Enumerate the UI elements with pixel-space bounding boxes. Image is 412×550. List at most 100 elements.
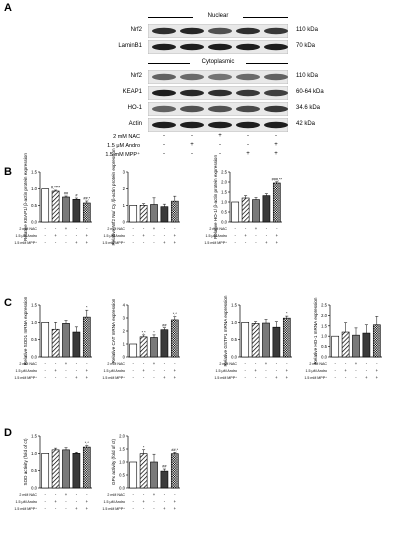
bar — [252, 199, 260, 223]
y-tick-label: 2.0 — [119, 434, 125, 439]
condition-sign: - — [44, 499, 46, 504]
condition-sign: - — [163, 142, 165, 148]
condition-sign: - — [76, 233, 78, 238]
blot-band — [208, 73, 232, 81]
bar — [170, 319, 179, 358]
blot-band — [152, 89, 176, 97]
blot-band — [180, 105, 204, 113]
blot-size-label: 60-64 kDa — [296, 89, 324, 95]
condition-label: 1.5 μM Andro — [104, 234, 125, 238]
condition-sign: + — [246, 151, 250, 157]
y-tick-label: 2.5 — [321, 303, 327, 308]
y-tick-label: 1.0 — [119, 460, 125, 465]
bar — [362, 332, 371, 358]
y-tick-label: 0.0 — [221, 220, 227, 225]
blot-protein-label: Nrf2 — [130, 27, 142, 33]
y-tick-label: 0.0 — [31, 220, 37, 225]
condition-sign: + — [276, 240, 279, 245]
y-axis-label: Relative SOD1 mRNA expression — [23, 296, 28, 365]
condition-sign: + — [174, 375, 177, 380]
condition-label: 1.5 μM Andro — [16, 234, 37, 238]
bar — [129, 205, 138, 223]
condition-sign: - — [265, 368, 267, 373]
condition-sign: - — [244, 368, 246, 373]
y-tick-label: 0.5 — [321, 344, 327, 349]
condition-sign: + — [153, 361, 156, 366]
y-tick-label: 0.0 — [119, 486, 125, 491]
bar — [129, 343, 138, 358]
condition-sign: - — [366, 368, 368, 373]
condition-sign: - — [245, 240, 247, 245]
condition-sign: - — [44, 233, 46, 238]
blot-strip — [148, 70, 288, 84]
bar — [352, 334, 360, 358]
condition-sign: - — [334, 361, 336, 366]
condition-sign: - — [132, 240, 134, 245]
condition-label: 2 mM NAC — [309, 362, 327, 366]
condition-sign: - — [247, 142, 249, 148]
condition-sign: - — [164, 226, 166, 231]
condition-sign: - — [163, 151, 165, 157]
bar-chart: 0 1 2 3 Relative Nrf2 Nu/ Cy /β-actin protei… — [102, 148, 180, 246]
bar — [241, 322, 250, 358]
condition-sign: - — [86, 226, 88, 231]
y-axis-label: Relative Nrf2 Nu/ Cy /β-actin protein ex… — [111, 148, 116, 246]
nuclear-header-text: Nuclear — [193, 13, 243, 19]
bar — [150, 461, 158, 489]
condition-sign: - — [143, 492, 145, 497]
bar — [82, 446, 91, 489]
blot-band — [152, 121, 176, 129]
condition-sign: + — [376, 375, 379, 380]
y-tick-label: 1.0 — [31, 451, 37, 456]
blot-strip — [148, 24, 288, 38]
condition-label: 1.5 mM MPP⁺ — [204, 241, 227, 245]
condition-sign: + — [65, 361, 68, 366]
condition-label: 1.5 μM Andro — [206, 234, 227, 238]
condition-sign: + — [75, 240, 78, 245]
condition-sign: - — [164, 499, 166, 504]
significance-label: ## — [162, 465, 167, 469]
condition-sign: - — [153, 506, 155, 511]
condition-label: 2 mM NAC — [209, 227, 227, 231]
condition-sign: + — [275, 375, 278, 380]
condition-label: 1.5 μM Andro — [107, 143, 140, 149]
condition-sign: - — [76, 361, 78, 366]
condition-sign: - — [44, 240, 46, 245]
condition-sign: - — [234, 233, 236, 238]
condition-sign: - — [76, 499, 78, 504]
condition-sign: + — [142, 233, 145, 238]
condition-label: 1.5 mM MPP⁺ — [102, 376, 125, 380]
condition-sign: - — [164, 233, 166, 238]
bar — [139, 205, 148, 223]
condition-sign: - — [366, 361, 368, 366]
condition-sign: + — [75, 506, 78, 511]
condition-sign: - — [286, 361, 288, 366]
bar — [72, 199, 81, 223]
y-axis-label: GPx activity (fold of ct) — [111, 439, 116, 485]
y-tick-label: 1 — [123, 342, 126, 347]
y-tick-label: 1.0 — [31, 186, 37, 191]
y-tick-label: 0.0 — [321, 355, 327, 360]
condition-sign: - — [55, 375, 57, 380]
blot-band — [264, 43, 288, 51]
bar — [341, 331, 350, 358]
condition-label: 1.5 μM Andro — [216, 369, 237, 373]
bar — [51, 449, 60, 489]
y-tick-label: 0.5 — [31, 203, 37, 208]
condition-label: 1.5 mM MPP⁺ — [304, 376, 327, 380]
y-tick-label: 0.0 — [231, 355, 237, 360]
bar — [139, 336, 148, 358]
bar — [150, 204, 158, 223]
blot-strip — [148, 86, 288, 100]
condition-label: 1.5 μM Andro — [104, 369, 125, 373]
bar — [170, 200, 179, 223]
significance-label: ##,* — [171, 448, 178, 452]
y-tick-label: 0.5 — [221, 210, 227, 215]
blot-band — [264, 73, 288, 81]
bar — [41, 453, 50, 489]
condition-sign: - — [65, 240, 67, 245]
condition-sign: - — [191, 133, 193, 139]
bar — [72, 331, 81, 358]
